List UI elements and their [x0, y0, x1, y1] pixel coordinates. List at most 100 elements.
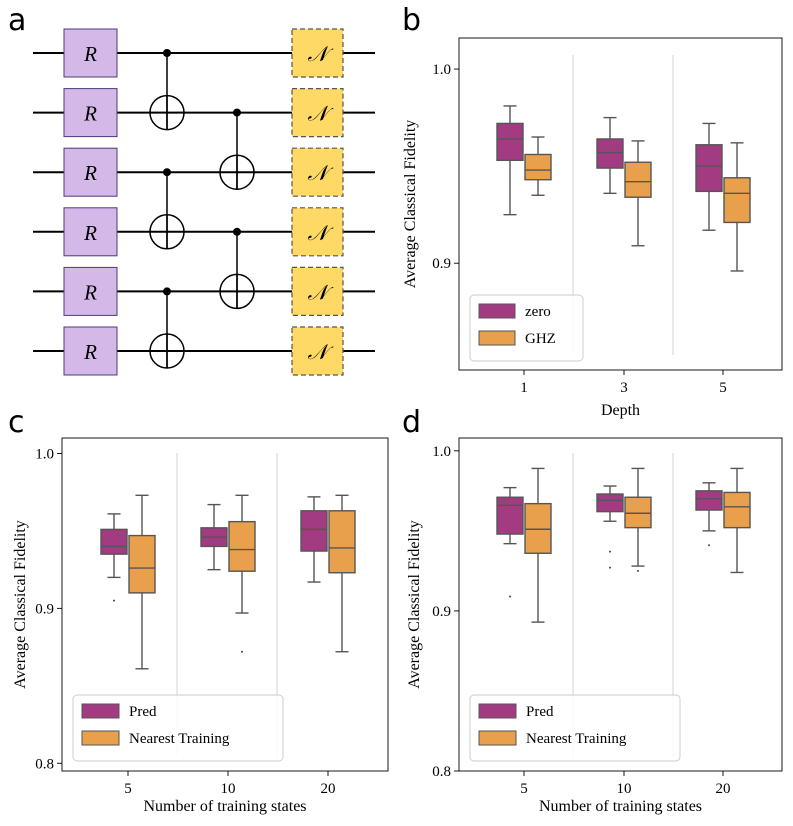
noise-channel — [291, 147, 344, 197]
y-tick-label: 1.0 — [432, 444, 451, 460]
box-pred-20 — [695, 482, 723, 547]
rotation-gate-label: R — [83, 221, 97, 245]
legend-label: Nearest Training — [526, 731, 627, 747]
box-nearest-training-5 — [128, 494, 156, 670]
box-iqr — [100, 528, 128, 555]
box-pred-10 — [200, 503, 228, 571]
legend-label: GHZ — [525, 331, 556, 347]
legend-frame — [469, 694, 681, 762]
box-zero-3 — [596, 116, 624, 195]
x-axis-label: Depth — [601, 402, 640, 419]
box-pred-5 — [496, 486, 524, 598]
legend-label: Pred — [129, 704, 157, 720]
noise-channel — [291, 87, 344, 138]
box-iqr — [524, 153, 552, 181]
box-zero-5 — [695, 122, 723, 231]
box-iqr — [695, 144, 723, 193]
box-nearest-training-10 — [228, 494, 256, 653]
box-outlier — [241, 650, 243, 653]
x-tick-label: 3 — [620, 380, 628, 396]
plot-panel-d: 0.8 0.9 1.0 5 10 20 Number of training states A… — [406, 437, 783, 815]
x-tick-label: 10 — [617, 781, 632, 797]
legend-frame — [72, 694, 284, 762]
legend: zero GHZ — [469, 294, 584, 362]
legend-swatch — [478, 703, 517, 719]
y-tick-label: 0.9 — [432, 256, 451, 272]
y-tick-label: 0.9 — [432, 604, 451, 620]
rotation-gate — [63, 266, 118, 316]
box-nearest-training-5 — [524, 467, 552, 623]
x-axis-label: Number of training states — [143, 798, 306, 815]
legend-label: zero — [525, 304, 551, 320]
x-tick-label: 5 — [124, 781, 132, 797]
panel-letter-a: a — [8, 3, 26, 38]
box-pred-20 — [300, 496, 328, 583]
box-nearest-training-10 — [624, 467, 652, 572]
rotation-gate — [63, 88, 118, 138]
box-ghz-3 — [624, 140, 652, 247]
y-tick-label: 1.0 — [35, 446, 54, 462]
legend-swatch — [478, 730, 517, 746]
box-iqr — [496, 122, 524, 162]
box-iqr — [300, 510, 328, 552]
y-axis-label: Average Classical Fidelity — [402, 120, 419, 289]
plot-panel-c: 0.8 0.9 1.0 5 10 20 Number of training states A… — [12, 437, 389, 815]
plot-frame — [458, 37, 783, 371]
x-tick-label: 5 — [520, 781, 528, 797]
noise-channel — [291, 207, 344, 257]
rotation-gate — [63, 147, 118, 197]
x-tick-label: 10 — [221, 781, 236, 797]
box-pred-5 — [100, 513, 128, 602]
y-tick-label: 0.8 — [35, 756, 54, 772]
legend-label: Pred — [526, 704, 554, 720]
legend-swatch — [81, 730, 120, 746]
cnot-control-dot — [233, 108, 241, 117]
box-iqr — [723, 491, 751, 529]
x-tick-label: 5 — [719, 380, 727, 396]
rotation-gate — [63, 28, 118, 78]
box-nearest-training-20 — [328, 494, 356, 653]
y-tick-label: 0.8 — [432, 764, 451, 780]
box-ghz-1 — [524, 136, 552, 196]
rotation-gate-label: R — [83, 102, 97, 126]
box-iqr — [496, 496, 524, 535]
legend-swatch — [478, 303, 516, 319]
x-axis-label: Number of training states — [539, 798, 702, 815]
plot-panel-b: 0.9 1.0 1 3 5 Depth Average Classical Fidelity… — [402, 37, 783, 419]
noise-channel — [291, 266, 344, 316]
box-outlier — [509, 595, 511, 598]
noise-channel — [291, 28, 344, 78]
box-outlier — [113, 599, 115, 602]
box-outlier — [609, 550, 611, 553]
panel-letter-d: d — [402, 405, 421, 440]
box-outlier — [609, 566, 611, 569]
y-axis-label: Average Classical Fidelity — [12, 520, 29, 689]
y-axis-label: Average Classical Fidelity — [406, 520, 423, 689]
box-outlier — [708, 544, 710, 547]
box-zero-1 — [496, 105, 524, 216]
box-iqr — [596, 493, 624, 513]
circuit-diagram: R 𝒩R 𝒩R 𝒩R 𝒩R 𝒩R 𝒩 — [33, 28, 375, 376]
box-iqr — [524, 502, 552, 554]
plot-frame — [61, 437, 389, 772]
rotation-gate-label: R — [83, 42, 97, 66]
cnot-control-dot — [233, 227, 241, 236]
noise-channel — [291, 326, 344, 376]
cnot-control-dot — [163, 287, 171, 296]
y-tick-label: 0.9 — [35, 601, 54, 617]
box-nearest-training-20 — [723, 467, 751, 574]
cnot-control-dot — [163, 49, 171, 57]
rotation-gate-label: R — [83, 340, 97, 364]
plot-frame — [458, 437, 783, 772]
box-outlier — [637, 569, 639, 572]
box-iqr — [128, 534, 156, 594]
legend-swatch — [478, 330, 516, 346]
box-pred-10 — [596, 485, 624, 569]
rotation-gate — [63, 207, 118, 257]
panel-letter-b: b — [402, 3, 421, 38]
box-iqr — [328, 510, 356, 574]
x-tick-label: 20 — [321, 781, 336, 797]
legend-label: Nearest Training — [129, 731, 230, 747]
box-ghz-5 — [723, 142, 751, 272]
